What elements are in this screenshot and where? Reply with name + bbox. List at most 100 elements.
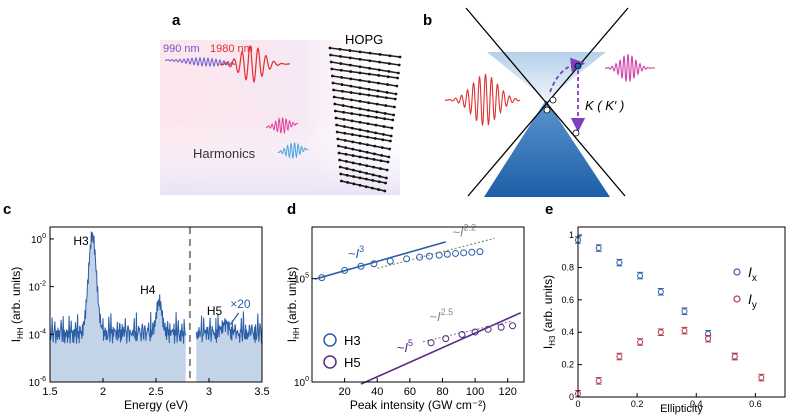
x-tick-label: 0.6 [749, 399, 762, 409]
legend-label-sub: x [752, 273, 757, 284]
fit-label-exp: 2.5 [441, 307, 454, 317]
carbon-atom [332, 88, 335, 92]
graphite-layer [334, 96, 395, 108]
label-hopg: HOPG [345, 32, 383, 47]
carbon-atom [372, 165, 375, 169]
point-h5 [427, 339, 435, 347]
panel-a: a 990 nm 1980 nm HOPG Harmonics [160, 12, 402, 195]
x-tick-label: 0.2 [631, 399, 644, 409]
carbon-atom [358, 99, 362, 103]
carbon-atom [368, 72, 371, 76]
hole-dot-3 [572, 129, 580, 137]
carbon-atom [351, 154, 355, 157]
carbon-atom [373, 137, 377, 140]
point-iy [705, 335, 712, 342]
carbon-atom [398, 55, 402, 59]
carbon-atom [373, 144, 377, 148]
carbon-atom [348, 56, 352, 60]
graphite-layer [332, 75, 397, 87]
carbon-atom [358, 134, 362, 138]
y-tick-label: 1 [569, 230, 574, 240]
carbon-atom [337, 151, 341, 155]
carbon-atom [351, 140, 354, 144]
carbon-atom [367, 93, 371, 97]
carbon-atom [388, 54, 392, 58]
carbon-atom [371, 179, 375, 182]
carbon-atom [351, 161, 355, 165]
spectrum-left-fill [50, 231, 186, 382]
graphite-layer [330, 54, 400, 66]
carbon-atom [349, 84, 353, 88]
x-tick-label: 0 [575, 399, 580, 409]
y-tick-base: 10 [29, 283, 41, 294]
fit-label-1: ~I2.2 [452, 222, 476, 239]
carbon-atom [365, 150, 369, 154]
carbon-atom [382, 125, 386, 128]
y-tick-label: 0 [569, 392, 574, 402]
carbon-atom [366, 135, 369, 139]
carbon-atom [340, 76, 343, 79]
fit-label-main: ~I [348, 246, 360, 261]
carbon-atom [349, 91, 353, 94]
spectrum-left-line [49, 231, 187, 344]
carbon-atom [339, 172, 343, 176]
annotation-scale: ×20 [230, 297, 251, 311]
carbon-atom [364, 185, 368, 189]
carbon-atom [381, 138, 385, 142]
carbon-atom [379, 159, 383, 163]
carbon-atom [365, 156, 369, 160]
axes-frame [577, 226, 786, 398]
carbon-atom [338, 47, 342, 51]
carbon-atom [390, 126, 394, 130]
carbon-atom [337, 144, 340, 148]
carbon-atom [375, 116, 378, 119]
carbon-atom [368, 59, 372, 63]
carbon-atom [393, 97, 397, 101]
point-h3 [476, 248, 484, 256]
point-h3 [460, 249, 468, 257]
y-tick-label: 100 [294, 376, 309, 389]
carbon-atom [343, 139, 347, 142]
y-tick-exp: 0 [305, 376, 309, 383]
panel-b: b K ( K′ ) [423, 7, 655, 197]
x-axis-label: Peak intensity (GW cm⁻²) [350, 398, 486, 412]
y-tick-label: 100 [31, 233, 46, 246]
panel-label-e: e [545, 201, 553, 218]
annotation-h5: H5 [207, 304, 223, 318]
carbon-atom [383, 112, 387, 115]
label-1980nm: 1980 nm [210, 43, 253, 55]
carbon-atom [350, 126, 354, 130]
carbon-atom [329, 53, 332, 57]
carbon-atom [329, 60, 333, 64]
carbon-atom [371, 173, 375, 177]
y-tick-base: 10 [31, 235, 43, 246]
carbon-atom [368, 51, 372, 55]
point-iy [616, 353, 623, 360]
carbon-atom [358, 107, 362, 111]
carbon-atom [367, 87, 371, 91]
carbon-atom [365, 164, 369, 168]
carbon-atom [334, 109, 337, 113]
carbon-atom [338, 158, 341, 162]
x-tick-label: 40 [371, 386, 383, 398]
carbon-atom [345, 167, 349, 170]
carbon-atom [358, 183, 362, 187]
point-h3 [341, 266, 349, 274]
carbon-atom [352, 182, 356, 186]
carbon-atom [376, 89, 380, 93]
carbon-atom [339, 62, 343, 65]
valley-label: K ( K′ ) [585, 98, 624, 113]
fit-line-1 [377, 237, 495, 269]
carbon-atom [336, 137, 340, 141]
carbon-atom [383, 117, 386, 121]
point-h3 [443, 250, 451, 258]
carbon-atom [379, 167, 382, 170]
fit-label-main: ~I [397, 340, 409, 355]
carbon-atom [352, 168, 355, 172]
carbon-atom [341, 89, 344, 93]
carbon-atom [342, 110, 345, 114]
point-h5 [471, 328, 479, 336]
carbon-atom [366, 122, 370, 126]
carbon-atom [377, 68, 381, 72]
